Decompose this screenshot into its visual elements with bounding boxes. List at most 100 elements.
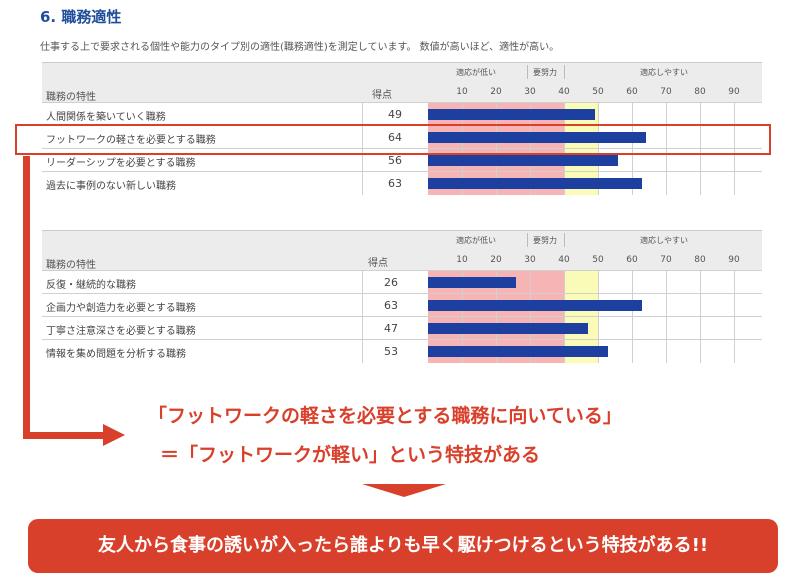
column-divider <box>362 149 363 172</box>
grid-line <box>632 103 633 126</box>
grid-line <box>666 126 667 149</box>
grid-line <box>700 317 701 340</box>
row-label: 過去に事例のない新しい職務 <box>46 181 176 192</box>
grid-line <box>666 294 667 317</box>
zone-divider <box>564 65 565 79</box>
row-label: 丁寧さ注意深さを必要とする職務 <box>46 326 196 337</box>
grid-line <box>734 294 735 317</box>
grid-line <box>632 317 633 340</box>
connector-arrow-shaft <box>23 432 105 439</box>
zone-divider <box>527 65 528 79</box>
grid-line <box>700 294 701 317</box>
aptitude-table-2: 職務の特性 得点 適応が低い 要努力 適応しやすい 10 20 30 40 50 60 70… <box>42 230 762 370</box>
grid-line <box>598 271 599 294</box>
table-row: フットワークの軽さを必要とする職務 64 <box>42 125 762 149</box>
row-label: 情報を集め問題を分析する職務 <box>46 349 186 360</box>
column-divider <box>362 340 363 363</box>
zone-high-label: 適応しやすい <box>640 68 688 77</box>
score-bar <box>428 132 646 143</box>
grid-line <box>700 103 701 126</box>
row-score: 26 <box>384 276 398 289</box>
row-score: 47 <box>384 322 398 335</box>
zone-high-label: 適応しやすい <box>640 236 688 245</box>
label-column-header: 職務の特性 <box>46 92 96 103</box>
row-score: 56 <box>388 154 402 167</box>
grid-line <box>734 172 735 195</box>
column-divider <box>362 126 363 149</box>
score-bar <box>428 155 619 166</box>
grid-line <box>564 271 565 294</box>
row-score: 64 <box>388 131 402 144</box>
grid-line <box>632 340 633 363</box>
zone-divider <box>527 233 528 247</box>
section-description: 仕事する上で要求される個性や能力のタイプ別の適性(職務適性)を測定しています。 … <box>40 42 560 53</box>
zone-divider <box>564 233 565 247</box>
zone-mid-band <box>564 271 598 294</box>
row-score: 49 <box>388 108 402 121</box>
zone-low-label: 適応が低い <box>456 68 496 77</box>
grid-line <box>666 149 667 172</box>
grid-line <box>632 149 633 172</box>
axis-tick-label: 80 <box>694 255 706 265</box>
column-divider <box>362 317 363 340</box>
grid-line <box>666 271 667 294</box>
axis-tick-label: 20 <box>490 87 502 97</box>
grid-line <box>530 271 531 294</box>
conclusion-banner: 友人から食事の誘いが入ったら誰よりも早く駆けつけるという特技がある!! <box>28 519 778 573</box>
column-divider <box>362 294 363 317</box>
axis-tick-label: 60 <box>626 87 638 97</box>
grid-line <box>734 340 735 363</box>
table-row: 反復・継続的な職務 26 <box>42 270 762 294</box>
table-row: 人間関係を築いていく職務 49 <box>42 102 762 126</box>
axis-tick-label: 70 <box>660 87 672 97</box>
score-column-header: 得点 <box>368 258 388 269</box>
score-bar <box>428 277 517 288</box>
highlight-box <box>15 124 771 155</box>
grid-line <box>598 103 599 126</box>
axis-tick-label: 90 <box>728 255 740 265</box>
row-label: フットワークの軽さを必要とする職務 <box>46 135 216 146</box>
grid-line <box>734 317 735 340</box>
arrow-right-icon <box>103 424 125 446</box>
table-row: 丁寧さ注意深さを必要とする職務 47 <box>42 316 762 340</box>
table-header: 職務の特性 得点 適応が低い 要努力 適応しやすい 10 20 30 40 50 60 70… <box>42 230 762 271</box>
row-label: 企画力や創造力を必要とする職務 <box>46 303 196 314</box>
grid-line <box>734 149 735 172</box>
axis-tick-label: 10 <box>456 87 468 97</box>
table-row: 情報を集め問題を分析する職務 53 <box>42 339 762 363</box>
grid-line <box>700 271 701 294</box>
axis-tick-label: 20 <box>490 255 502 265</box>
score-bar <box>428 109 595 120</box>
section-title: 6. 職務適性 <box>40 8 122 26</box>
grid-line <box>734 126 735 149</box>
table-row: 企画力や創造力を必要とする職務 63 <box>42 293 762 317</box>
score-column-header: 得点 <box>372 90 392 101</box>
score-bar <box>428 323 588 334</box>
axis-tick-label: 80 <box>694 87 706 97</box>
axis-tick-label: 60 <box>626 255 638 265</box>
zone-mid-label: 要努力 <box>533 68 557 77</box>
annotation-quote-1: 「フットワークの軽さを必要とする職務に向いている」 <box>148 405 622 427</box>
axis-tick-label: 70 <box>660 255 672 265</box>
axis-tick-label: 10 <box>456 255 468 265</box>
row-score: 63 <box>384 299 398 312</box>
aptitude-table-1: 職務の特性 得点 適応が低い 要努力 適応しやすい 10 20 30 40 50 60 70… <box>42 62 762 196</box>
row-score: 63 <box>388 177 402 190</box>
score-bar <box>428 178 643 189</box>
grid-line <box>598 317 599 340</box>
column-divider <box>362 103 363 126</box>
axis-tick-label: 40 <box>558 87 570 97</box>
grid-line <box>700 149 701 172</box>
axis-tick-label: 50 <box>592 87 604 97</box>
axis-tick-label: 30 <box>524 255 536 265</box>
grid-line <box>666 172 667 195</box>
label-column-header: 職務の特性 <box>46 260 96 271</box>
grid-line <box>700 172 701 195</box>
row-label: 反復・継続的な職務 <box>46 280 136 291</box>
grid-line <box>734 271 735 294</box>
grid-line <box>666 317 667 340</box>
score-bar <box>428 346 609 357</box>
zone-mid-label: 要努力 <box>533 236 557 245</box>
arrow-down-icon <box>362 484 446 497</box>
axis-tick-label: 90 <box>728 87 740 97</box>
